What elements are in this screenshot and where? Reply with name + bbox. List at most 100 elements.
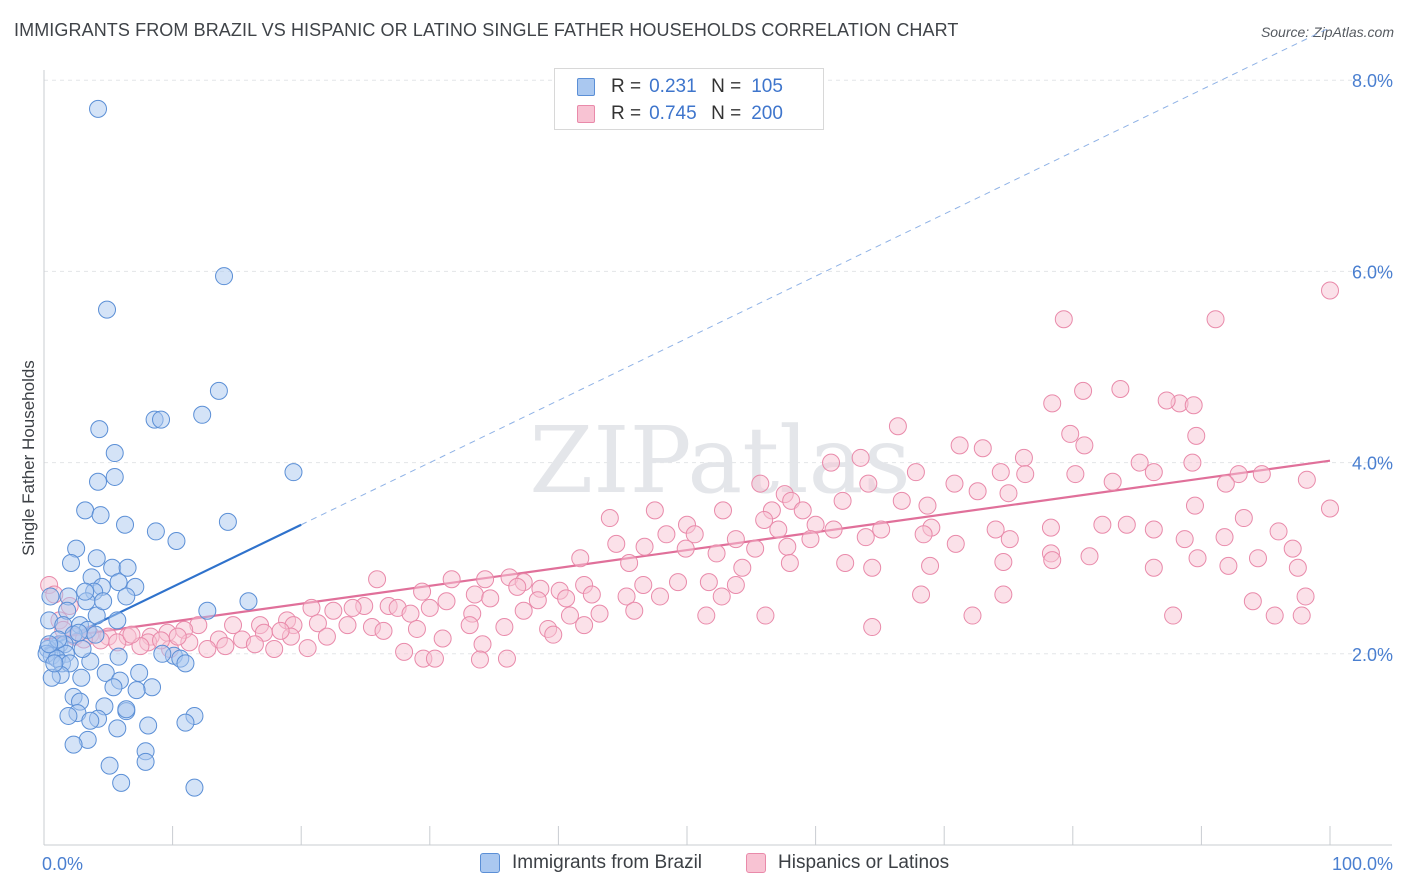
data-point-hispanic <box>1061 424 1080 443</box>
data-point-brazil <box>108 719 127 738</box>
data-point-hispanic <box>914 525 933 544</box>
legend-swatch-hispanic <box>577 105 595 123</box>
data-point-brazil <box>152 410 171 429</box>
tick-labels: 2.0% 4.0% 6.0% 8.0% 0.0% 100.0% <box>42 71 1393 874</box>
data-point-hispanic <box>1243 592 1262 611</box>
legend-row-brazil: R = 0.231 N = 105 <box>577 74 783 100</box>
data-point-hispanic <box>245 635 264 654</box>
bottom-legend-hispanic[interactable]: Hispanics or Latinos <box>746 852 949 874</box>
data-point-brazil <box>100 756 119 775</box>
data-point-hispanic <box>1117 515 1136 534</box>
data-point-brazil <box>112 773 131 792</box>
data-point-brazil <box>109 647 128 666</box>
data-point-hispanic <box>395 642 414 661</box>
data-point-brazil <box>176 713 195 732</box>
data-point-hispanic <box>751 474 770 493</box>
data-point-hispanic <box>407 619 426 638</box>
data-point-hispanic <box>590 604 609 623</box>
data-point-hispanic <box>999 484 1018 503</box>
data-point-hispanic <box>168 627 187 646</box>
data-point-hispanic <box>1283 539 1302 558</box>
data-point-brazil <box>41 587 60 606</box>
correlation-legend: R = 0.231 N = 105 R = 0.745 N = 200 <box>554 68 824 130</box>
data-point-brazil <box>218 512 237 531</box>
data-point-brazil <box>45 654 64 673</box>
data-point-hispanic <box>571 549 590 568</box>
data-point-hispanic <box>685 525 704 544</box>
data-point-brazil <box>105 444 124 463</box>
legend-n-value: 200 <box>751 103 783 124</box>
data-point-hispanic <box>1014 448 1033 467</box>
data-point-hispanic <box>582 585 601 604</box>
data-point-hispanic <box>420 598 439 617</box>
data-point-brazil <box>96 663 115 682</box>
data-point-brazil <box>64 735 83 754</box>
data-point-hispanic <box>1296 587 1315 606</box>
data-point-hispanic <box>1216 474 1235 493</box>
data-point-hispanic <box>1219 556 1238 575</box>
data-point-brazil <box>185 778 204 797</box>
data-point-hispanic <box>600 509 619 528</box>
data-point-hispanic <box>1288 558 1307 577</box>
series-immigrants-from-brazil <box>37 99 303 797</box>
data-point-hispanic <box>620 553 639 572</box>
data-point-brazil <box>193 405 212 424</box>
data-point-hispanic <box>560 606 579 625</box>
chart-title: IMMIGRANTS FROM BRAZIL VS HISPANIC OR LA… <box>14 20 959 40</box>
data-point-hispanic <box>1043 551 1062 570</box>
data-point-hispanic <box>950 436 969 455</box>
data-point-hispanic <box>1252 465 1271 484</box>
data-point-brazil <box>239 592 258 611</box>
data-point-brazil <box>118 558 137 577</box>
data-point-hispanic <box>1265 606 1284 625</box>
legend-n-label: N = <box>711 76 742 97</box>
data-point-brazil <box>136 752 155 771</box>
data-point-hispanic <box>755 510 774 529</box>
data-point-hispanic <box>634 575 653 594</box>
data-point-hispanic <box>851 448 870 467</box>
gridlines <box>44 79 1392 655</box>
data-point-hispanic <box>707 544 726 563</box>
data-point-hispanic <box>338 616 357 635</box>
data-point-hispanic <box>668 573 687 592</box>
x-tick-label: 0.0% <box>42 854 83 874</box>
data-point-brazil <box>91 506 110 525</box>
data-point-brazil <box>59 706 78 725</box>
data-point-hispanic <box>1175 530 1194 549</box>
data-point-brazil <box>90 420 109 439</box>
data-point-hispanic <box>401 604 420 623</box>
data-point-brazil <box>109 573 128 592</box>
data-point-hispanic <box>1000 530 1019 549</box>
data-point-hispanic <box>782 491 801 510</box>
data-point-brazil <box>76 582 95 601</box>
data-point-hispanic <box>968 482 987 501</box>
data-point-hispanic <box>921 556 940 575</box>
data-point-hispanic <box>1321 499 1339 518</box>
data-point-hispanic <box>986 520 1005 539</box>
source-label: Source: ZipAtlas.com <box>1260 24 1394 40</box>
data-point-hispanic <box>198 640 217 659</box>
data-point-hispanic <box>635 537 654 556</box>
data-point-hispanic <box>1187 426 1206 445</box>
data-point-hispanic <box>317 627 336 646</box>
data-point-brazil <box>127 681 146 700</box>
series-hispanics-or-latinos <box>40 281 1339 669</box>
bottom-legend-brazil[interactable]: Immigrants from Brazil <box>480 852 702 874</box>
data-point-hispanic <box>1292 606 1311 625</box>
data-point-hispanic <box>271 621 290 640</box>
data-point-hispanic <box>994 553 1013 572</box>
legend-n-label: N = <box>711 103 742 124</box>
data-point-brazil <box>284 463 303 482</box>
data-point-hispanic <box>460 616 479 635</box>
y-tick-label: 2.0% <box>1352 645 1393 665</box>
data-point-hispanic <box>617 587 636 606</box>
data-point-hispanic <box>425 649 444 668</box>
data-point-brazil <box>98 300 117 319</box>
y-tick-label: 6.0% <box>1352 262 1393 282</box>
data-point-hispanic <box>1188 549 1207 568</box>
y-tick-label: 4.0% <box>1352 454 1393 474</box>
data-point-brazil <box>176 654 195 673</box>
data-point-hispanic <box>497 649 516 668</box>
data-point-hispanic <box>726 575 745 594</box>
data-point-hispanic <box>963 606 982 625</box>
